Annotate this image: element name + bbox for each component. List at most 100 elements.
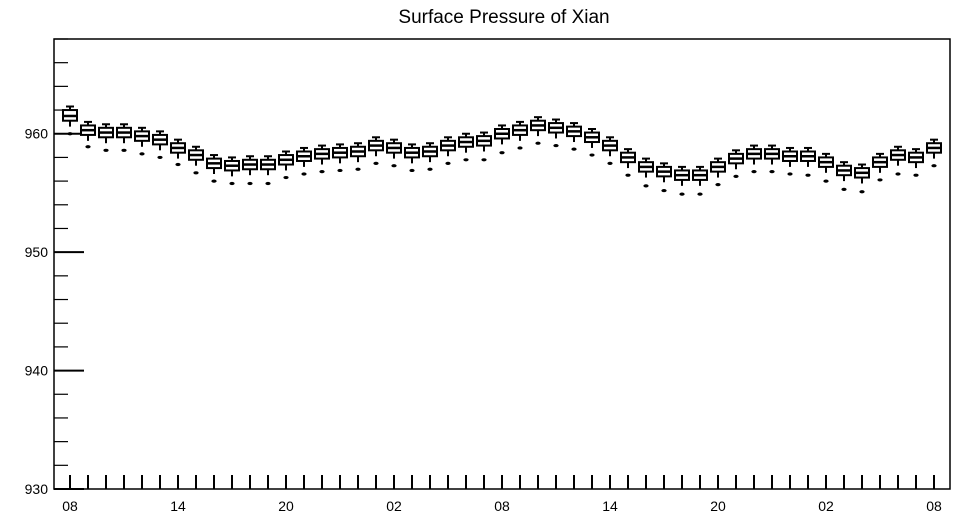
box-plot xyxy=(872,152,888,182)
box-outlier xyxy=(679,192,685,196)
plot-frame xyxy=(53,38,951,490)
x-tick-label: 08 xyxy=(926,498,942,514)
box-outlier xyxy=(355,167,361,171)
box-plot xyxy=(674,165,690,196)
box-plot xyxy=(512,120,528,150)
box-outlier xyxy=(229,181,235,186)
box-outlier xyxy=(319,170,325,174)
box-outlier xyxy=(427,167,433,171)
box-plot xyxy=(314,144,330,174)
box-outlier xyxy=(409,168,415,173)
box-outlier xyxy=(463,158,469,162)
box-outlier xyxy=(643,184,649,188)
box-plot xyxy=(494,124,510,155)
box-outlier xyxy=(301,172,307,176)
box-outlier xyxy=(571,147,577,151)
x-tick-label: 08 xyxy=(62,498,78,514)
box-plot xyxy=(710,157,726,187)
y-tick-label: 960 xyxy=(25,126,49,142)
box-outlier xyxy=(805,173,811,177)
box-plot xyxy=(80,120,96,149)
box-plot xyxy=(908,148,924,177)
box-plot xyxy=(332,143,348,173)
box-outlier xyxy=(517,146,523,150)
box-plot xyxy=(296,146,312,176)
box-outlier xyxy=(823,179,829,183)
box-outlier xyxy=(751,170,757,174)
box-plot xyxy=(584,128,600,157)
box-outlier xyxy=(391,164,397,168)
box-outlier xyxy=(373,161,379,165)
box-outlier xyxy=(589,153,595,157)
box-plot xyxy=(602,136,618,165)
y-axis: 930 940 950 960 xyxy=(25,38,84,497)
box-plot xyxy=(548,118,564,148)
box-plot xyxy=(206,154,222,183)
x-tick-label: 02 xyxy=(386,498,402,514)
box-plot xyxy=(692,165,708,196)
box-plot xyxy=(926,138,942,168)
x-tick-label: 20 xyxy=(710,498,726,514)
box-outlier xyxy=(913,173,919,177)
box-series xyxy=(62,105,942,196)
box-outlier xyxy=(481,158,487,162)
box-plot xyxy=(746,144,762,174)
x-tick-label: 14 xyxy=(170,498,186,514)
box-outlier xyxy=(787,172,793,176)
box-outlier xyxy=(499,151,505,155)
box-outlier xyxy=(931,164,937,168)
box-plot xyxy=(224,156,240,186)
box-outlier xyxy=(121,148,127,152)
y-tick-label: 940 xyxy=(25,363,49,379)
box-plot xyxy=(134,126,150,156)
box-outlier xyxy=(535,141,541,145)
box-outlier xyxy=(139,152,145,156)
box-plot xyxy=(836,161,852,191)
x-axis: 08 14 20 02 08 14 20 02 08 xyxy=(62,475,942,514)
box-plot xyxy=(260,155,276,186)
box-plot xyxy=(62,105,78,136)
box-outlier xyxy=(895,172,901,176)
box-outlier xyxy=(715,183,721,187)
box-outlier xyxy=(553,143,559,148)
box-plot xyxy=(422,142,438,171)
y-tick-label: 930 xyxy=(25,481,49,497)
box-outlier xyxy=(211,179,217,183)
box-plot xyxy=(818,152,834,183)
box-outlier xyxy=(67,132,73,136)
box-outlier xyxy=(625,173,631,177)
box-plot xyxy=(638,157,654,188)
y-tick-label: 950 xyxy=(25,244,49,260)
box-plot xyxy=(728,149,744,178)
box-outlier xyxy=(193,171,199,175)
box-plot xyxy=(476,131,492,162)
box-outlier xyxy=(337,168,343,173)
box-outlier xyxy=(859,190,865,194)
box-outlier xyxy=(283,175,289,180)
box-plot xyxy=(458,132,474,162)
box-outlier xyxy=(157,155,163,160)
box-plot xyxy=(368,136,384,165)
box-outlier xyxy=(103,148,109,152)
box-plot xyxy=(98,123,114,152)
box-outlier xyxy=(175,162,181,167)
box-plot xyxy=(764,144,780,174)
box-outlier xyxy=(607,161,613,165)
box-plot xyxy=(116,123,132,152)
box-plot xyxy=(386,138,402,168)
box-plot xyxy=(620,148,636,177)
box-outlier xyxy=(661,188,667,193)
box-plot xyxy=(188,145,204,175)
box-plot xyxy=(278,150,294,180)
x-tick-label: 02 xyxy=(818,498,834,514)
box-outlier xyxy=(841,187,847,191)
box-plot xyxy=(656,162,672,193)
box-outlier xyxy=(445,161,451,165)
x-tick-label: 14 xyxy=(602,498,618,514)
box-plot xyxy=(242,155,258,186)
box-plot xyxy=(890,145,906,176)
x-tick-label: 20 xyxy=(278,498,294,514)
box-outlier xyxy=(769,170,775,174)
chart-title: Surface Pressure of Xian xyxy=(398,7,609,28)
